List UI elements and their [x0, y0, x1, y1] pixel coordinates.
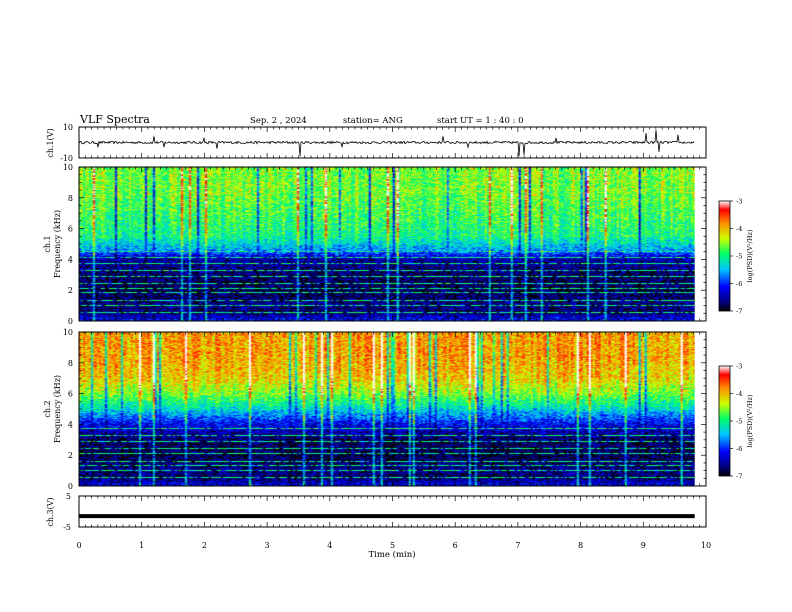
y-tick-label: 2: [68, 286, 73, 295]
y-tick-label: 2: [68, 451, 73, 460]
start-time-label: start UT = 1 : 40 : 0: [437, 116, 524, 126]
ch3-panel: 5 -5 ch.3(V): [46, 492, 707, 532]
station-label: station= ANG: [343, 116, 403, 126]
x-tick-label: 0: [76, 541, 81, 550]
colorbar-2-gradient: [718, 365, 731, 477]
spec2-ylabel-channel: ch.2: [43, 400, 52, 417]
y-tick-label: 10: [63, 328, 73, 337]
spec2-panel: ch.2 Frequency (kHz) 0 2 4 6 8 10: [43, 328, 707, 491]
spec2-yticks: 0 2 4 6 8 10: [63, 328, 706, 491]
x-tick-label: 1: [139, 541, 144, 550]
y-tick-label: 4: [68, 255, 73, 264]
x-tick-label: 9: [641, 541, 646, 550]
ch1-trace: [78, 130, 695, 157]
ch3-ytick-bottom: -5: [63, 523, 71, 532]
colorbar-tick-label: -3: [736, 363, 742, 371]
time-axis-label: Time (min): [368, 549, 415, 560]
colorbar-1-label: log(PSD)(V²/Hz): [746, 229, 754, 282]
colorbar-tick-label: -7: [736, 473, 742, 481]
colorbar-tick-label: -5: [736, 253, 742, 261]
date-label: Sep. 2 , 2024: [250, 116, 307, 126]
colorbar-tick-label: -7: [736, 308, 742, 316]
ch3-ytick-top: 5: [66, 492, 71, 501]
y-tick-label: 4: [68, 420, 73, 429]
ch1-ytick-bottom: -10: [60, 154, 73, 163]
colorbar-tick-label: -4: [736, 390, 742, 398]
spec2-heatmap: [79, 332, 695, 486]
colorbar-1-ticks: -3 -4 -5 -6 -7: [730, 198, 742, 316]
x-tick-label: 7: [515, 541, 520, 550]
colorbar-1: -3 -4 -5 -6 -7 log(PSD)(V²/Hz): [718, 198, 754, 316]
spec2-ylabel: Frequency (kHz): [53, 375, 62, 443]
ch1-ylabel: ch.1(V): [46, 128, 55, 157]
ch1-ytick-top: 10: [63, 123, 73, 132]
colorbar-tick-label: -5: [736, 418, 742, 426]
colorbar-1-gradient: [718, 200, 731, 312]
y-tick-label: 6: [68, 390, 73, 399]
y-tick-label: 0: [68, 317, 73, 326]
ch3-ylabel: ch.3(V): [46, 497, 55, 526]
ch1-panel: 10 -10 ch.1(V): [46, 123, 707, 163]
spec1-heatmap: [79, 167, 695, 321]
time-axis-ticks: [78, 127, 707, 527]
x-tick-label: 8: [578, 541, 583, 550]
figure-title: VLF Spectra: [79, 113, 150, 126]
y-tick-label: 8: [68, 359, 73, 368]
y-tick-label: 8: [68, 194, 73, 203]
colorbar-tick-label: -3: [736, 198, 742, 206]
colorbar-tick-label: -6: [736, 280, 742, 288]
spec1-ylabel: Frequency (kHz): [53, 210, 62, 278]
colorbar-2: -3 -4 -5 -6 -7 log(PSD)(V²/Hz): [718, 363, 754, 481]
x-tick-label: 3: [265, 541, 270, 550]
x-tick-label: 5: [390, 541, 395, 550]
y-tick-label: 0: [68, 482, 73, 491]
time-axis-tick-labels: 0 1 2 3 4 5 6 7 8 9 10: [76, 541, 711, 550]
y-tick-label: 6: [68, 225, 73, 234]
x-tick-label: 2: [202, 541, 207, 550]
colorbar-2-ticks: -3 -4 -5 -6 -7: [730, 363, 742, 481]
colorbar-2-label: log(PSD)(V²/Hz): [746, 394, 754, 447]
x-tick-label: 6: [453, 541, 458, 550]
spec1-panel: ch.1 Frequency (kHz) 0 2 4 6 8 10: [43, 163, 707, 326]
spec1-yticks: 0 2 4 6 8 10: [63, 163, 706, 326]
x-tick-label: 4: [327, 541, 332, 550]
y-tick-label: 10: [63, 163, 73, 172]
x-tick-label: 10: [701, 541, 711, 550]
colorbar-tick-label: -6: [736, 445, 742, 453]
colorbar-tick-label: -4: [736, 225, 742, 233]
spec1-ylabel-channel: ch.1: [43, 235, 52, 252]
